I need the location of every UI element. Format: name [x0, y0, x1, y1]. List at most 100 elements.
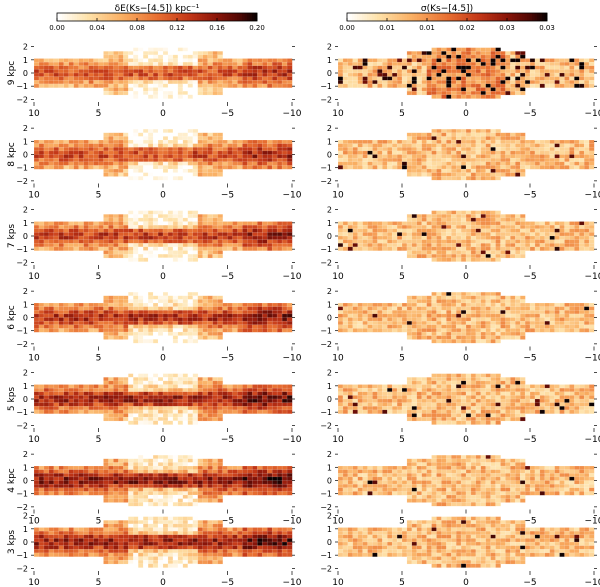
heatmap-cell [33, 221, 40, 226]
heatmap-cell [257, 480, 263, 485]
heatmap-cell [357, 80, 364, 85]
heatmap-cell [133, 454, 139, 460]
heatmap-cell [83, 541, 90, 547]
heatmap-cell [475, 72, 482, 78]
heatmap-cell [157, 563, 164, 568]
heatmap-cell [276, 527, 283, 532]
heatmap-cell [202, 228, 209, 233]
heatmap-cell [252, 61, 258, 67]
heatmap-cell [544, 80, 551, 85]
heatmap-cell [252, 391, 258, 396]
heatmap-cell [475, 51, 482, 56]
heatmap-cell [207, 491, 214, 496]
heatmap-cell [554, 72, 561, 78]
heatmap-cell [108, 458, 114, 463]
heatmap-cell [147, 502, 154, 507]
heatmap-cell [152, 80, 159, 85]
heatmap-cell [271, 165, 278, 170]
heatmap-cell [177, 94, 184, 99]
heatmap-cell [192, 527, 199, 532]
heatmap-cell [257, 402, 263, 407]
heatmap-cell [222, 150, 229, 155]
heatmap-cell [202, 295, 209, 300]
heatmap-cell [172, 491, 179, 496]
heatmap-cell [276, 552, 283, 557]
heatmap-cell [247, 480, 253, 485]
heatmap-cell [108, 395, 114, 400]
heatmap-cell [426, 172, 433, 177]
heatmap-cell [460, 139, 467, 145]
heatmap-cell [142, 94, 149, 99]
heatmap-cell [167, 54, 174, 59]
heatmap-cell [232, 235, 238, 241]
heatmap-cell [257, 313, 263, 318]
heatmap-cell [167, 69, 174, 74]
heatmap-cell [217, 299, 224, 304]
heatmap-cell [142, 168, 149, 174]
heatmap-cell [128, 416, 134, 422]
heatmap-cell [182, 253, 189, 259]
heatmap-cell [53, 235, 60, 241]
heatmap-cell [257, 469, 263, 474]
heatmap-cell [367, 147, 373, 152]
heatmap-cell [500, 54, 506, 59]
heatmap-cell [118, 76, 124, 81]
heatmap-cell [222, 221, 229, 226]
heatmap-cell [118, 147, 124, 152]
heatmap-cell [217, 76, 224, 81]
colorbar-segment [402, 13, 405, 21]
heatmap-cell [286, 534, 293, 539]
heatmap-cell [172, 51, 179, 56]
heatmap-cell [88, 538, 95, 543]
heatmap-cell [232, 391, 238, 396]
heatmap-cell [93, 469, 99, 474]
heatmap-cell [382, 76, 388, 81]
heatmap-cell [157, 552, 164, 557]
heatmap-cell [242, 147, 248, 152]
heatmap-cell [128, 306, 134, 311]
heatmap-cell [197, 132, 204, 137]
heatmap-cell [202, 335, 209, 340]
heatmap-cell [48, 147, 55, 152]
colorbar-segment [239, 13, 243, 21]
heatmap-cell [38, 246, 45, 251]
heatmap-cell [167, 530, 174, 536]
heatmap-cell [342, 72, 349, 78]
heatmap-cell [142, 176, 149, 181]
heatmap-cell [207, 462, 214, 467]
heatmap-cell [372, 150, 378, 155]
heatmap-cell [436, 136, 442, 141]
heatmap-cell [142, 527, 149, 532]
heatmap-cell [416, 154, 423, 159]
heatmap-cell [53, 480, 60, 485]
heatmap-cell [207, 221, 214, 226]
heatmap-cell [276, 161, 283, 166]
heatmap-cell [441, 165, 447, 170]
heatmap-cell [247, 150, 253, 155]
heatmap-cell [197, 54, 204, 59]
heatmap-cell [252, 154, 258, 159]
colorbar-segment [522, 13, 525, 21]
heatmap-cell [177, 377, 184, 382]
heatmap-cell [137, 462, 144, 467]
heatmap-cell [539, 69, 546, 74]
heatmap-cell [38, 402, 45, 407]
colorbar-segment [409, 13, 413, 21]
heatmap-cell [152, 157, 159, 163]
heatmap-cell [113, 150, 119, 155]
heatmap-cell [38, 61, 45, 67]
heatmap-cell [157, 416, 164, 422]
heatmap-cell [237, 161, 243, 166]
heatmap-cell [142, 87, 149, 92]
heatmap-cell [247, 406, 253, 411]
heatmap-cell [98, 324, 104, 329]
heatmap-cell [237, 398, 243, 404]
heatmap-cell [157, 559, 164, 565]
colorbar-segment [154, 13, 158, 21]
heatmap-cell [98, 549, 104, 554]
heatmap-cell [232, 317, 238, 322]
heatmap-cell [172, 72, 179, 78]
heatmap-cell [212, 58, 219, 63]
heatmap-cell [172, 317, 179, 322]
heatmap-cell [539, 83, 546, 88]
